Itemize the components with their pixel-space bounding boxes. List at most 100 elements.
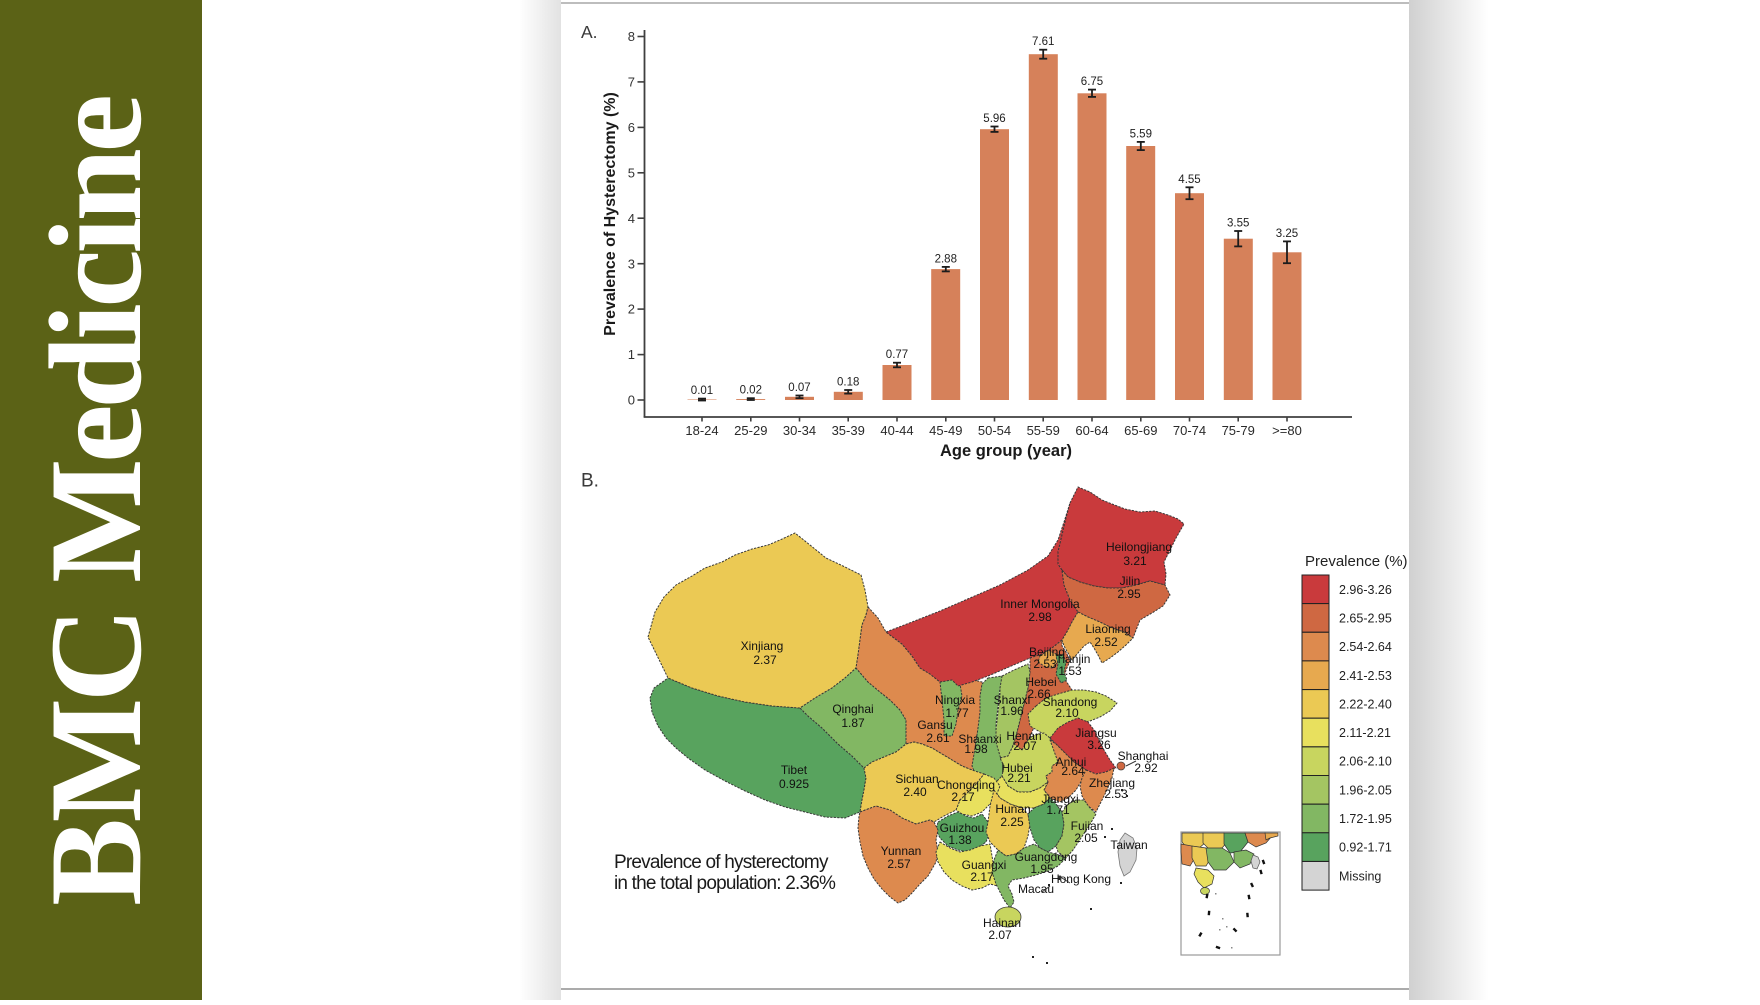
svg-text:Jilin: Jilin	[1120, 574, 1141, 588]
svg-text:2.96-3.26: 2.96-3.26	[1339, 583, 1392, 597]
svg-text:Henan: Henan	[1006, 729, 1041, 743]
svg-text:1.77: 1.77	[945, 706, 969, 720]
svg-text:>=80: >=80	[1272, 423, 1302, 438]
svg-text:2.41-2.53: 2.41-2.53	[1339, 669, 1392, 683]
svg-text:Heilongjiang: Heilongjiang	[1106, 540, 1172, 554]
svg-text:1.96-2.05: 1.96-2.05	[1339, 783, 1392, 797]
svg-text:3.25: 3.25	[1276, 228, 1298, 240]
svg-text:2.25: 2.25	[1000, 815, 1024, 829]
svg-text:2.17: 2.17	[970, 870, 994, 884]
svg-text:40-44: 40-44	[880, 423, 913, 438]
svg-text:0.77: 0.77	[886, 349, 908, 361]
svg-text:2.21: 2.21	[1007, 771, 1031, 785]
svg-text:2.88: 2.88	[935, 253, 957, 265]
svg-text:2.95: 2.95	[1117, 587, 1141, 601]
svg-text:0.02: 0.02	[740, 385, 762, 397]
svg-text:Gansu: Gansu	[917, 718, 952, 732]
svg-text:1.53: 1.53	[1058, 664, 1082, 678]
svg-text:2.64: 2.64	[1061, 764, 1085, 778]
svg-text:Hunan: Hunan	[995, 802, 1030, 816]
svg-text:2.37: 2.37	[753, 653, 777, 667]
svg-text:2.22-2.40: 2.22-2.40	[1339, 697, 1392, 711]
svg-text:Prevalence of hysterectomy: Prevalence of hysterectomy	[614, 852, 829, 873]
svg-text:Prevalence (%): Prevalence (%)	[1305, 553, 1408, 570]
svg-text:Hubei: Hubei	[1001, 761, 1032, 775]
svg-text:1.72-1.95: 1.72-1.95	[1339, 812, 1392, 826]
svg-text:2.05: 2.05	[1074, 831, 1098, 845]
svg-text:18-24: 18-24	[685, 423, 718, 438]
svg-text:2.07: 2.07	[988, 928, 1012, 942]
svg-text:Anhui: Anhui	[1056, 755, 1087, 769]
svg-text:1.95: 1.95	[1030, 862, 1054, 876]
svg-text:Guangxi: Guangxi	[962, 858, 1007, 872]
svg-text:2: 2	[628, 302, 635, 317]
svg-text:Beijing: Beijing	[1029, 645, 1065, 659]
svg-text:Ningxia: Ningxia	[935, 693, 975, 707]
svg-text:Shandong: Shandong	[1043, 695, 1098, 709]
svg-text:50-54: 50-54	[978, 423, 1011, 438]
svg-text:4.55: 4.55	[1178, 174, 1200, 186]
svg-text:75-79: 75-79	[1222, 423, 1255, 438]
svg-text:Hainan: Hainan	[983, 916, 1021, 930]
svg-text:Zhejiang: Zhejiang	[1089, 776, 1135, 790]
svg-text:2.92: 2.92	[1134, 761, 1158, 775]
svg-text:65-69: 65-69	[1124, 423, 1157, 438]
svg-text:A.: A.	[581, 22, 598, 42]
svg-text:Taiwan: Taiwan	[1110, 838, 1147, 852]
svg-text:Xinjiang: Xinjiang	[741, 639, 784, 653]
svg-text:1.87: 1.87	[841, 716, 865, 730]
svg-text:Fujian: Fujian	[1071, 819, 1104, 833]
svg-text:Guizhou: Guizhou	[940, 821, 985, 835]
svg-text:Tibet: Tibet	[781, 763, 808, 777]
svg-text:25-29: 25-29	[734, 423, 767, 438]
svg-text:2.52: 2.52	[1094, 635, 1118, 649]
svg-text:0: 0	[628, 393, 635, 408]
svg-text:3.21: 3.21	[1123, 554, 1147, 568]
svg-text:in the total population: 2.36%: in the total population: 2.36%	[614, 873, 836, 894]
svg-text:2.53: 2.53	[1033, 657, 1057, 671]
svg-text:Shaanxi: Shaanxi	[958, 732, 1001, 746]
svg-text:Qinghai: Qinghai	[832, 702, 873, 716]
svg-text:2.61: 2.61	[926, 731, 950, 745]
svg-text:0.18: 0.18	[837, 377, 859, 389]
svg-text:45-49: 45-49	[929, 423, 962, 438]
svg-text:2.11-2.21: 2.11-2.21	[1339, 726, 1391, 740]
svg-text:2.57: 2.57	[887, 857, 911, 871]
svg-text:7.61: 7.61	[1032, 36, 1054, 48]
svg-text:5: 5	[628, 165, 635, 180]
svg-text:Shanghai: Shanghai	[1118, 749, 1169, 763]
svg-text:Missing: Missing	[1339, 869, 1381, 883]
svg-text:60-64: 60-64	[1075, 423, 1108, 438]
svg-text:2.17: 2.17	[951, 790, 975, 804]
svg-text:BMC Medicine: BMC Medicine	[22, 94, 169, 906]
svg-text:2.06-2.10: 2.06-2.10	[1339, 755, 1392, 769]
svg-text:Liaoning: Liaoning	[1085, 622, 1130, 636]
svg-text:3: 3	[628, 256, 635, 271]
svg-text:Guangdong: Guangdong	[1015, 850, 1078, 864]
svg-text:1.71: 1.71	[1046, 803, 1070, 817]
svg-text:Chongqing: Chongqing	[937, 778, 995, 792]
svg-text:3.26: 3.26	[1087, 738, 1111, 752]
svg-text:55-59: 55-59	[1027, 423, 1060, 438]
svg-text:Inner Mongolia: Inner Mongolia	[1000, 597, 1080, 611]
svg-text:35-39: 35-39	[832, 423, 865, 438]
svg-text:2.66: 2.66	[1027, 687, 1051, 701]
svg-text:Sichuan: Sichuan	[895, 772, 938, 786]
svg-text:Age group (year): Age group (year)	[940, 442, 1072, 460]
svg-text:1.38: 1.38	[948, 833, 972, 847]
svg-text:Macau: Macau	[1018, 882, 1054, 896]
svg-text:70-74: 70-74	[1173, 423, 1206, 438]
svg-text:2.10: 2.10	[1055, 706, 1079, 720]
svg-text:1.96: 1.96	[1000, 704, 1024, 718]
svg-text:2.65-2.95: 2.65-2.95	[1339, 612, 1392, 626]
svg-text:6: 6	[628, 120, 635, 135]
svg-text:Shanxi: Shanxi	[994, 693, 1031, 707]
svg-text:6.75: 6.75	[1081, 76, 1103, 88]
svg-text:0.925: 0.925	[779, 777, 809, 791]
svg-text:2.54-2.64: 2.54-2.64	[1339, 640, 1392, 654]
svg-text:Prevalence of Hysterectomy (%): Prevalence of Hysterectomy (%)	[602, 92, 619, 336]
svg-text:0.07: 0.07	[788, 382, 810, 394]
svg-text:B.: B.	[581, 471, 599, 492]
svg-text:7: 7	[628, 75, 635, 90]
svg-text:0.92-1.71: 0.92-1.71	[1339, 841, 1392, 855]
